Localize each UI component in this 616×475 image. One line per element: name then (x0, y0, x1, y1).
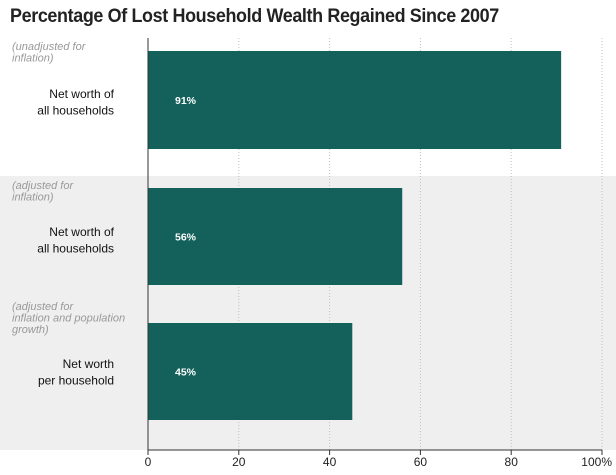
category-label: Net worth (63, 357, 114, 371)
category-label: Net worth of (49, 87, 114, 101)
bar-value-label: 91% (175, 95, 197, 107)
bar-value-label: 56% (175, 232, 197, 244)
x-tick-label: 60 (414, 455, 428, 469)
category-note: growth) (12, 324, 49, 336)
chart-title: Percentage Of Lost Household Wealth Rega… (10, 5, 499, 27)
category-label: per household (38, 374, 114, 388)
bar (148, 188, 403, 285)
bar (148, 51, 562, 149)
x-tick-label: 100% (581, 455, 612, 469)
category-note: (adjusted for (12, 180, 74, 192)
bar (148, 323, 353, 420)
category-label: all households (37, 104, 114, 118)
category-note: (unadjusted for (12, 41, 87, 53)
x-tick-label: 0 (145, 455, 152, 469)
x-tick-label: 80 (505, 455, 519, 469)
category-label: all households (37, 242, 114, 256)
x-tick-label: 40 (323, 455, 337, 469)
category-label: Net worth of (49, 225, 114, 239)
category-note: inflation) (12, 53, 54, 65)
bar-value-label: 45% (175, 367, 197, 379)
category-note: (adjusted for (12, 301, 74, 313)
category-note: inflation) (12, 192, 54, 204)
x-tick-label: 20 (232, 455, 246, 469)
category-note: inflation and population (12, 313, 125, 325)
